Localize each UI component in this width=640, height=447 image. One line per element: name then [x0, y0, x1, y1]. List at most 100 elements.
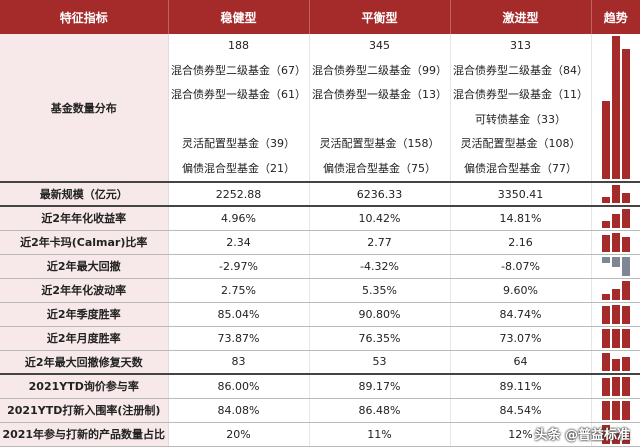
- metric-row: 近2年季度胜率 85.04% 90.80% 84.74%: [0, 302, 640, 327]
- dist-cell: [310, 108, 450, 133]
- value-conservative: 86.00%: [168, 374, 310, 399]
- dist-cell: 混合债券型一级基金（11）: [453, 88, 588, 101]
- trend-bar: [621, 400, 630, 420]
- trend-bar: [621, 236, 630, 252]
- value-balanced: 90.80%: [309, 302, 451, 327]
- value-aggressive: 2.16: [450, 230, 592, 255]
- dist-cell: 灵活配置型基金（108）: [460, 137, 581, 150]
- value-aggressive: 3350.41: [450, 182, 592, 207]
- trend-bar: [601, 101, 610, 179]
- value-aggressive: 12%: [450, 422, 592, 447]
- value-balanced: 53: [309, 350, 451, 375]
- trend-bar: [601, 256, 610, 264]
- distribution-balanced: 345 混合债券型二级基金（99） 混合债券型一级基金（13） 灵活配置型基金（…: [309, 34, 451, 183]
- trend-bar: [611, 232, 620, 252]
- trend-bar: [621, 193, 630, 203]
- row-label: 2021年参与打新的产品数量占比: [0, 422, 169, 447]
- trend-bar: [611, 214, 620, 228]
- value-balanced: 5.35%: [309, 278, 451, 303]
- value-conservative: 84.08%: [168, 398, 310, 423]
- trend-sparkbars: [593, 377, 640, 396]
- trend-cell: [591, 230, 640, 255]
- dist-cell: 混合债券型二级基金（99）: [312, 63, 447, 77]
- dist-cell: 偏债混合型基金（75）: [323, 161, 436, 175]
- trend-bar: [601, 221, 610, 228]
- row-label: 最新规模（亿元）: [0, 182, 169, 207]
- trend-bar: [611, 400, 620, 420]
- row-label: 近2年最大回撤修复天数: [0, 350, 169, 375]
- trend-sparkbars: [593, 400, 640, 420]
- value-balanced: 2.77: [309, 230, 451, 255]
- value-conservative: 2.34: [168, 230, 310, 255]
- value-balanced: 6236.33: [309, 182, 451, 207]
- trend-sparkbars: [593, 36, 639, 179]
- trend-bar: [601, 235, 610, 252]
- metric-row: 2021年参与打新的产品数量占比 20% 11% 12%: [0, 422, 640, 447]
- value-balanced: 10.42%: [309, 206, 451, 231]
- trend-bar: [621, 329, 630, 348]
- trend-bar: [621, 209, 630, 228]
- dist-cell: 偏债混合型基金（21）: [182, 161, 295, 175]
- value-conservative: -2.97%: [168, 254, 310, 279]
- trend-cell: [591, 302, 640, 327]
- metric-row: 2021YTD询价参与率 86.00% 89.17% 89.11%: [0, 374, 640, 399]
- value-balanced: 76.35%: [309, 326, 451, 351]
- trend-bar: [621, 49, 630, 179]
- dist-cell: 混合债券型二级基金（84）: [453, 63, 588, 77]
- value-aggressive: 84.74%: [450, 302, 592, 327]
- trend-bar: [601, 352, 610, 371]
- value-balanced: 11%: [309, 422, 451, 447]
- distribution-aggressive: 313 混合债券型二级基金（84） 混合债券型一级基金（11） 可转债基金（33…: [450, 34, 592, 183]
- dist-cell: 188: [228, 39, 249, 52]
- trend-bar: [601, 424, 610, 444]
- trend-cell: [591, 206, 640, 231]
- value-conservative: 85.04%: [168, 302, 310, 327]
- trend-bar: [611, 288, 620, 300]
- trend-cell: [591, 350, 640, 375]
- trend-bar: [611, 185, 620, 203]
- value-aggressive: 89.11%: [450, 374, 592, 399]
- dist-cell: [169, 108, 309, 133]
- metric-row: 近2年月度胜率 73.87% 76.35% 73.07%: [0, 326, 640, 351]
- trend-bar: [611, 433, 620, 444]
- dist-cell: 345: [369, 39, 390, 52]
- watermark: 头条 @普益标准: [534, 428, 630, 443]
- value-conservative: 2252.88: [168, 182, 310, 207]
- trend-bar: [611, 36, 620, 179]
- trend-sparkbars: [593, 328, 640, 348]
- trend-sparkbars: [593, 280, 640, 300]
- trend-sparkbars: [593, 424, 640, 444]
- metric-row: 近2年最大回撤 -2.97% -4.32% -8.07%: [0, 254, 640, 279]
- trend-cell: [591, 326, 640, 351]
- metric-row: 近2年年化波动率 2.75% 5.35% 9.60%: [0, 278, 640, 303]
- dist-cell: 可转债基金（33）: [475, 112, 566, 126]
- trend-cell: [591, 422, 640, 447]
- metric-row: 近2年年化收益率 4.96% 10.42% 14.81%: [0, 206, 640, 231]
- trend-bar: [621, 432, 630, 444]
- trend-cell: [591, 278, 640, 303]
- trend-bar: [621, 280, 630, 300]
- value-aggressive: 64: [450, 350, 592, 375]
- trend-bar: [621, 256, 630, 276]
- value-conservative: 83: [168, 350, 310, 375]
- header-conservative: 稳健型: [168, 0, 310, 34]
- trend-bar: [621, 377, 630, 396]
- value-balanced: -4.32%: [309, 254, 451, 279]
- trend-bar: [601, 401, 610, 420]
- row-label: 近2年年化收益率: [0, 206, 169, 231]
- trend-bar: [621, 305, 630, 324]
- metric-row: 最新规模（亿元） 2252.88 6236.33 3350.41: [0, 182, 640, 207]
- value-conservative: 2.75%: [168, 278, 310, 303]
- trend-cell: [591, 398, 640, 423]
- trend-sparkbars: [593, 185, 640, 203]
- trend-bar: [611, 256, 620, 267]
- dist-cell: 灵活配置型基金（158）: [319, 137, 440, 150]
- header-balanced: 平衡型: [309, 0, 451, 34]
- row-label: 近2年月度胜率: [0, 326, 169, 351]
- row-label: 2021YTD询价参与率: [0, 374, 169, 399]
- trend-bar: [601, 294, 610, 300]
- row-label: 近2年最大回撤: [0, 254, 169, 279]
- header-metric: 特征指标: [0, 0, 169, 34]
- row-label: 近2年季度胜率: [0, 302, 169, 327]
